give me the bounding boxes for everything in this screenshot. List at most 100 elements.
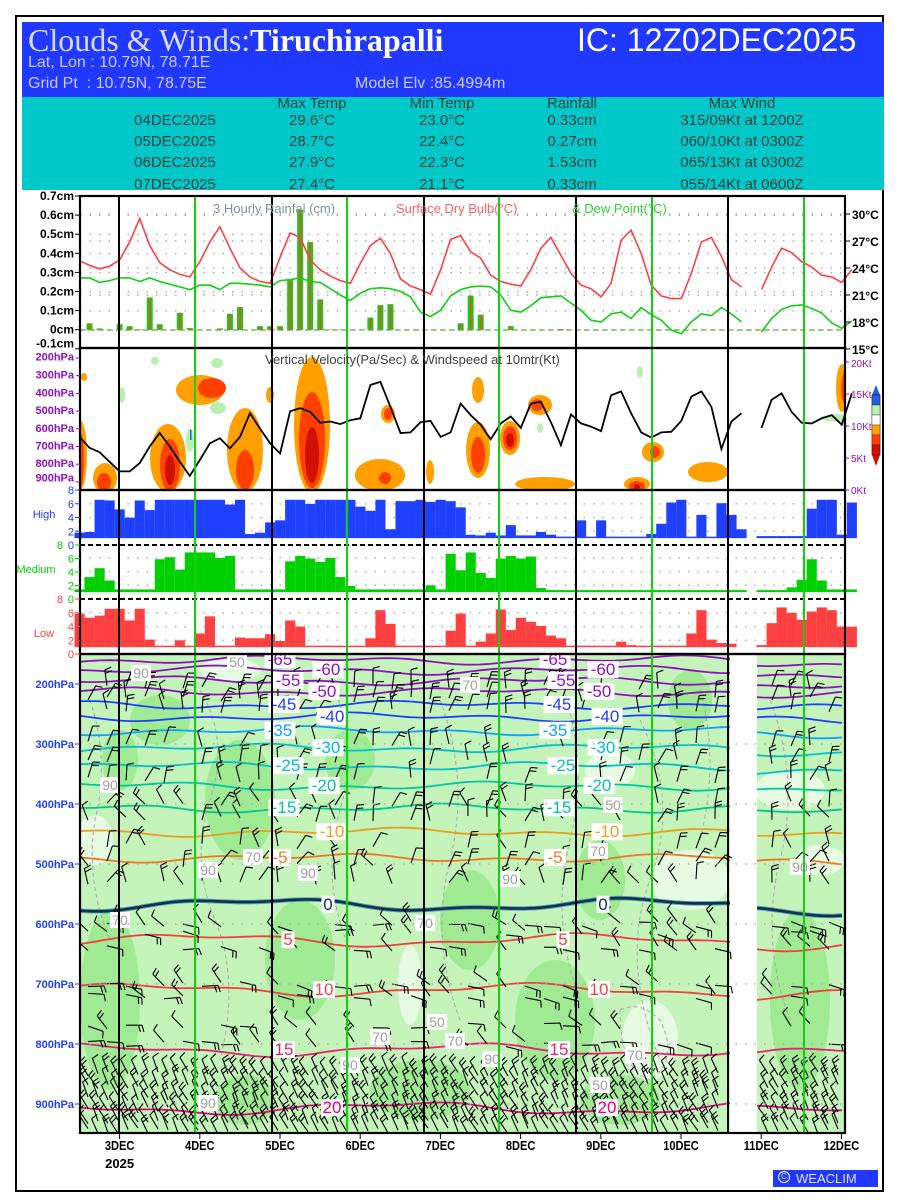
wind-barb-feather: [181, 1101, 188, 1108]
wind-barb-feather: [350, 929, 354, 936]
wind-barb-shaft: [714, 696, 719, 713]
isotherm-label: -60: [591, 660, 616, 679]
wind-barb-feather: [410, 1081, 416, 1087]
isotherm-label-bg: [312, 739, 344, 757]
wind-barb-shaft: [232, 1093, 239, 1110]
wind-barb-shaft: [467, 997, 484, 1002]
colorbar-swatch: [871, 444, 881, 456]
wind-barb-shaft: [538, 1097, 549, 1112]
temp-tick-label: 21°C: [852, 289, 879, 303]
wind-barb-feather: [445, 949, 448, 957]
wind-barb-shaft: [828, 790, 831, 807]
wind-barb-shaft: [589, 1119, 599, 1133]
wind-barb-feather: [330, 1072, 337, 1079]
wind-barb-shaft: [87, 761, 94, 778]
wind-barb-shaft: [238, 1110, 249, 1125]
wind-barb-feather: [306, 803, 314, 807]
wind-barb-feather: [810, 1066, 817, 1073]
cloud-bar-high: [84, 531, 95, 539]
wind-barb-shaft: [151, 1105, 159, 1121]
wind-barb-shaft: [548, 1061, 559, 1076]
wind-barb-shaft: [524, 767, 532, 783]
xs-pressure-label: 600hPa: [35, 919, 74, 931]
wind-barb-feather: [511, 1055, 518, 1062]
wind-barb-feather: [782, 1007, 788, 1013]
wind-barb-feather: [242, 827, 250, 830]
wind-barb-shaft: [538, 1114, 549, 1129]
wind-barb-shaft: [102, 693, 108, 710]
vv-pressure-label: 400hPa: [35, 387, 74, 399]
wind-barb-feather: [680, 1067, 687, 1073]
wind-barb-feather: [252, 1088, 259, 1094]
wind-barb-feather: [758, 1101, 764, 1109]
temp-tick-label: 27°C: [852, 235, 879, 249]
wind-barb-shaft: [543, 998, 560, 1005]
wind-barb-feather: [501, 1081, 507, 1087]
xs-pressure-label: 300hPa: [35, 739, 74, 751]
wind-barb-feather: [112, 1058, 118, 1065]
wind-barb-feather: [777, 684, 785, 687]
wind-barb-shaft: [402, 1083, 409, 1099]
wind-barb-feather: [128, 1102, 134, 1110]
wind-barb-shaft: [579, 1095, 589, 1110]
wind-barb-feather: [812, 1100, 819, 1106]
wind-barb-feather: [550, 1088, 557, 1094]
wind-barb-feather: [161, 1110, 169, 1116]
wind-barb-feather: [373, 802, 381, 806]
row-rainfall: 0.33cm: [547, 112, 597, 129]
wind-barb-feather: [819, 934, 825, 941]
wind-barb-shaft: [220, 1116, 229, 1132]
windspeed-tick-label: 15Kt: [851, 390, 872, 401]
weaclim-badge[interactable]: C WEACLIM: [773, 1170, 878, 1187]
wind-barb-feather: [693, 1079, 700, 1085]
page-title: Clouds & Winds:Tiruchirapalli: [28, 22, 443, 59]
cloud-bar-low: [485, 633, 496, 648]
wind-barb-feather: [241, 1068, 248, 1075]
windspeed-line: [760, 392, 853, 429]
wind-barb-feather: [184, 852, 192, 856]
cloud-bar-medium: [204, 552, 215, 593]
cloud-bar-medium: [616, 590, 627, 593]
cloud-bar-medium: [636, 590, 647, 593]
wind-barb-feather: [402, 917, 409, 924]
wind-barb-feather: [169, 1052, 176, 1059]
vv-pressure-label: 700hPa: [35, 441, 74, 453]
wind-barb-shaft: [120, 1059, 129, 1074]
wind-barb-shaft: [113, 805, 127, 818]
wind-barb-shaft: [561, 1070, 569, 1086]
wind-barb-feather: [593, 1096, 600, 1102]
cloud-bar-low: [535, 625, 546, 648]
wind-barb-shaft: [220, 1070, 229, 1086]
wind-barb-shaft: [490, 1118, 499, 1133]
wind-barb-feather: [307, 989, 310, 997]
wind-barb-feather: [238, 1105, 244, 1112]
wind-barb-feather: [500, 1117, 507, 1124]
cloud-bar-high: [134, 500, 145, 539]
wind-barb-shaft: [258, 745, 262, 762]
wind-barb-shaft: [158, 694, 165, 711]
wind-barb-shaft: [619, 1106, 629, 1122]
cloud-bar-medium: [565, 590, 577, 593]
wind-barb-feather: [140, 1113, 147, 1120]
wind-barb-shaft: [638, 1096, 649, 1111]
isotherm-label: 10: [590, 980, 609, 999]
wind-barb-feather: [710, 1111, 717, 1117]
wind-barb-feather: [221, 1111, 228, 1118]
wind-barb-feather: [821, 868, 827, 875]
wind-barb-feather: [90, 1092, 97, 1099]
wind-barb-shaft: [828, 696, 836, 712]
vv-title: Vertical Velocity(Pa/Sec) & Windspeed at…: [265, 352, 560, 367]
isotherm-label: -25: [551, 756, 576, 775]
wind-barb-shaft: [239, 981, 256, 986]
cloud-bar-low: [325, 645, 336, 648]
wind-barbs: [80, 665, 845, 1133]
wind-barb-feather: [593, 1044, 598, 1052]
cloud-bar-low: [495, 609, 506, 648]
cloud-bar-medium: [776, 590, 787, 593]
rh-label-bg: [370, 1029, 390, 1045]
wind-barb-feather: [504, 669, 512, 673]
wind-barb-feather: [378, 979, 383, 987]
vv-pressure-label: 900hPa: [35, 473, 74, 485]
wind-barb-feather: [255, 1027, 258, 1035]
wind-barb-shaft: [828, 746, 834, 763]
